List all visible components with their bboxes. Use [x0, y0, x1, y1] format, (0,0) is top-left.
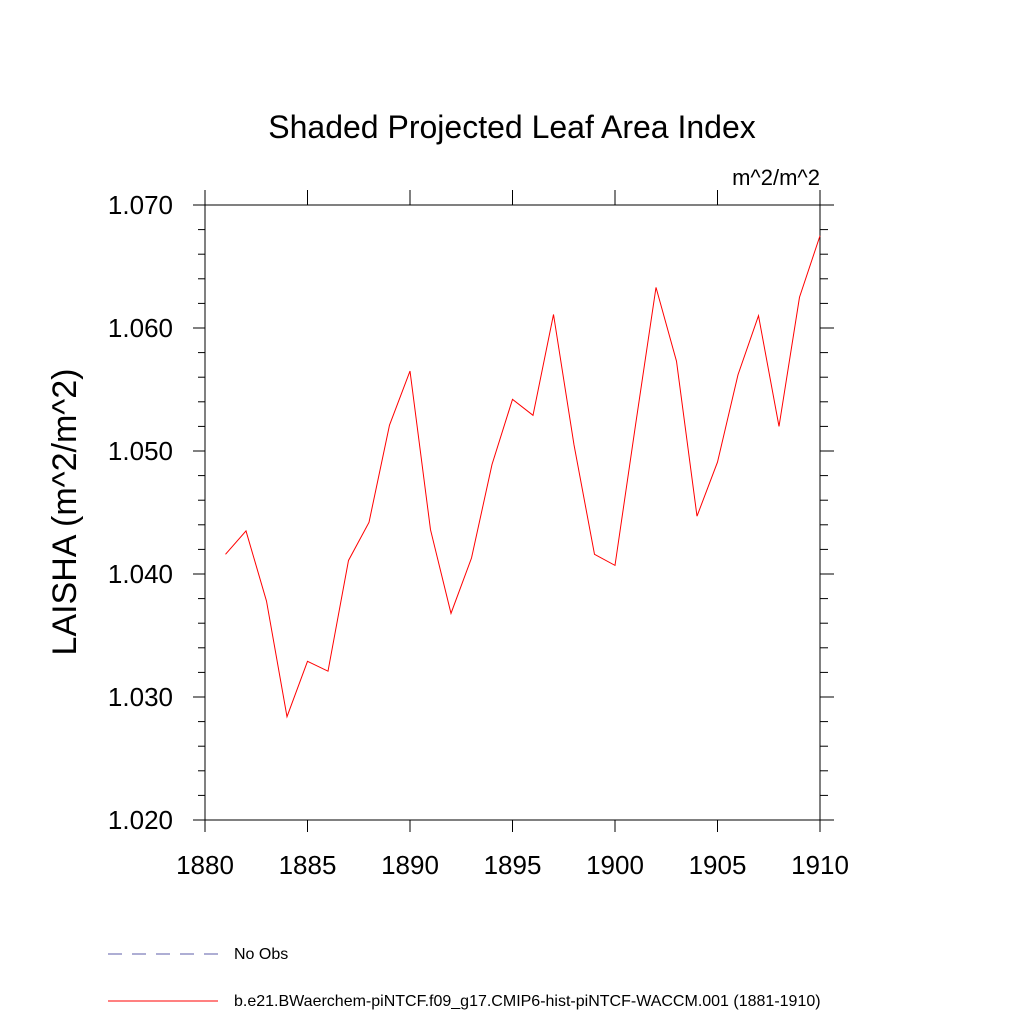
legend-label-model-run: b.e21.BWaerchem-piNTCF.f09_g17.CMIP6-his… — [234, 993, 821, 1010]
y-axis-label: LAISHA (m^2/m^2) — [46, 369, 84, 656]
x-tick-label: 1900 — [586, 850, 644, 880]
series-line — [225, 235, 821, 719]
y-tick-label: 1.040 — [108, 559, 173, 589]
chart-title: Shaded Projected Leaf Area Index — [268, 109, 755, 145]
y-tick-label: 1.050 — [108, 436, 173, 466]
x-tick-label: 1895 — [484, 850, 542, 880]
legend: No Obs b.e21.BWaerchem-piNTCF.f09_g17.CM… — [108, 946, 821, 1010]
minor-ticks — [198, 229, 828, 796]
series-layer — [225, 235, 821, 719]
y-tick-label: 1.070 — [108, 190, 173, 220]
x-tick-labels: 1880 1885 1890 1895 1900 1905 1910 — [176, 850, 849, 880]
legend-label-no-obs: No Obs — [234, 946, 288, 963]
plot-frame — [204, 204, 821, 821]
y-tick-label: 1.020 — [108, 805, 173, 835]
x-tick-label: 1910 — [791, 850, 849, 880]
y-tick-labels: 1.020 1.030 1.040 1.050 1.060 1.070 — [108, 190, 173, 835]
y-tick-label: 1.060 — [108, 313, 173, 343]
major-ticks — [193, 190, 834, 832]
x-tick-label: 1890 — [381, 850, 439, 880]
x-tick-label: 1885 — [279, 850, 337, 880]
x-tick-label: 1905 — [689, 850, 747, 880]
y-tick-label: 1.030 — [108, 682, 173, 712]
units-label: m^2/m^2 — [732, 165, 820, 190]
x-tick-label: 1880 — [176, 850, 234, 880]
